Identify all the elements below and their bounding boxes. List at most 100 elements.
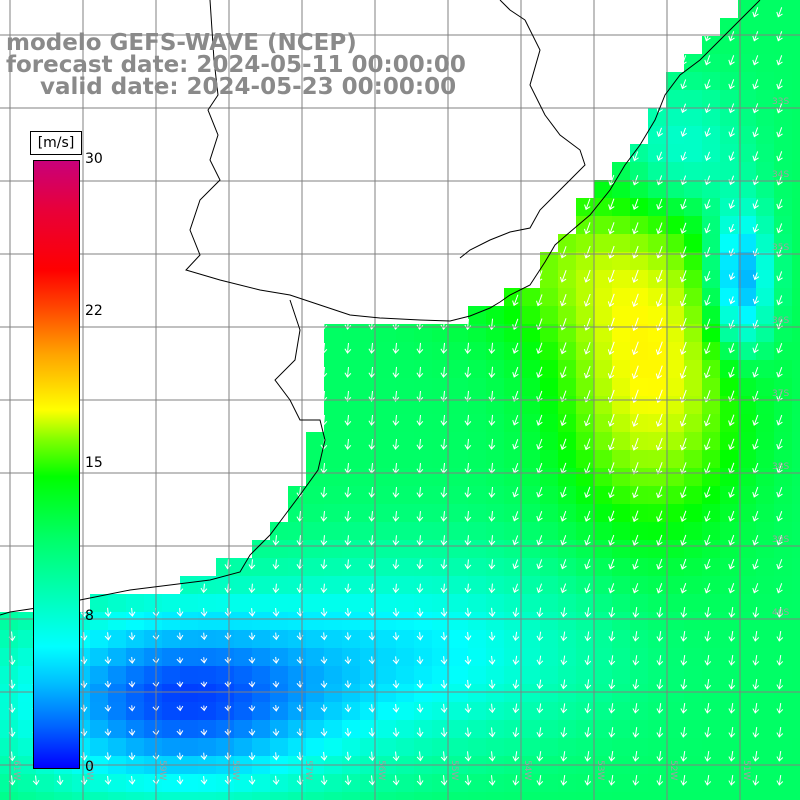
wind-speed-cell: [576, 522, 595, 541]
wind-speed-cell: [702, 180, 721, 199]
wind-arrow: [392, 632, 400, 641]
wind-speed-cell: [648, 684, 667, 703]
wind-speed-cell: [540, 342, 559, 361]
wind-arrow: [488, 655, 496, 665]
wind-speed-cell: [522, 324, 541, 343]
wind-arrow: [607, 293, 615, 307]
wind-arrow: [416, 656, 424, 665]
wind-speed-cell: [306, 630, 325, 649]
wind-speed-cell: [792, 648, 800, 667]
wind-speed-cell: [774, 576, 793, 595]
wind-speed-cell: [738, 792, 757, 800]
wind-arrow: [368, 583, 376, 594]
wind-speed-cell: [576, 252, 595, 271]
wind-speed-cell: [378, 342, 397, 361]
wind-speed-cell: [738, 504, 757, 523]
wind-speed-cell: [774, 36, 793, 55]
wind-speed-cell: [594, 360, 613, 379]
wind-arrow: [488, 342, 496, 355]
wind-speed-cell: [702, 342, 721, 361]
wind-arrow: [679, 365, 687, 379]
wind-speed-cell: [666, 108, 685, 127]
wind-arrow: [200, 705, 208, 712]
wind-arrow: [128, 728, 136, 736]
wind-speed-cell: [126, 648, 145, 667]
wind-arrow: [680, 127, 687, 137]
wind-speed-cell: [450, 576, 469, 595]
wind-arrow: [200, 752, 208, 761]
wind-speed-cell: [612, 468, 631, 487]
wind-speed-cell: [0, 630, 19, 649]
wind-speed-cell: [630, 414, 649, 433]
colorbar-tick-0: 0: [85, 759, 94, 775]
wind-arrow: [176, 752, 184, 761]
wind-speed-cell: [414, 468, 433, 487]
wind-speed-cell: [720, 396, 739, 415]
wind-speed-cell: [774, 198, 793, 217]
wind-arrow: [272, 705, 280, 712]
wind-arrow: [560, 510, 567, 522]
wind-speed-cell: [774, 342, 793, 361]
wind-speed-cell: [648, 522, 667, 541]
wind-arrow: [464, 727, 472, 738]
wind-arrow: [728, 223, 736, 233]
wind-speed-cell: [270, 648, 289, 667]
wind-arrow: [584, 222, 591, 235]
wind-arrow: [536, 390, 543, 402]
wind-speed-cell: [378, 522, 397, 541]
wind-speed-cell: [432, 738, 451, 757]
wind-speed-cell: [612, 702, 631, 721]
wind-speed-cell: [360, 648, 379, 667]
wind-arrow: [176, 705, 184, 712]
wind-arrow: [128, 752, 136, 761]
wind-arrow: [728, 127, 735, 138]
wind-arrow: [608, 558, 615, 570]
wind-arrow: [632, 534, 639, 546]
wind-speed-cell: [396, 684, 415, 703]
wind-speed-cell: [774, 738, 793, 757]
wind-arrow: [344, 704, 352, 713]
wind-speed-cell: [486, 612, 505, 631]
wind-speed-cell: [774, 522, 793, 541]
wind-speed-cell: [558, 792, 577, 800]
wind-speed-cell: [90, 684, 109, 703]
wind-speed-cell: [702, 774, 721, 793]
wind-arrow: [752, 55, 759, 66]
wind-arrow: [320, 608, 328, 617]
wind-speed-cell: [684, 540, 703, 559]
wind-speed-cell: [288, 594, 307, 613]
wind-speed-cell: [576, 306, 595, 325]
wind-arrow: [680, 510, 687, 523]
wind-speed-cell: [234, 666, 253, 685]
wind-arrow: [584, 727, 592, 738]
wind-speed-cell: [414, 738, 433, 757]
wind-speed-cell: [252, 612, 271, 631]
wind-arrow: [320, 751, 328, 761]
wind-speed-cell: [342, 324, 361, 343]
wind-arrow: [608, 583, 615, 594]
wind-speed-cell: [522, 612, 541, 631]
wind-arrow: [656, 127, 663, 137]
wind-speed-cell: [720, 738, 739, 757]
wind-arrow: [680, 583, 687, 594]
wind-speed-cell: [702, 792, 721, 800]
wind-speed-cell: [612, 558, 631, 577]
wind-speed-cell: [144, 702, 163, 721]
wind-arrow: [368, 535, 376, 546]
wind-arrow: [464, 366, 472, 378]
wind-arrow: [679, 270, 687, 283]
wind-arrow: [752, 774, 760, 786]
wind-speed-cell: [738, 486, 757, 505]
wind-speed-cell: [252, 666, 271, 685]
wind-speed-cell: [666, 90, 685, 109]
wind-speed-cell: [738, 18, 757, 37]
wind-speed-cell: [576, 216, 595, 235]
wind-arrow: [728, 534, 735, 546]
wind-speed-cell: [792, 486, 800, 505]
wind-speed-cell: [792, 144, 800, 163]
wind-arrow: [176, 681, 184, 688]
wind-speed-cell: [594, 630, 613, 649]
wind-arrow: [320, 511, 328, 522]
wind-speed-cell: [468, 504, 487, 523]
wind-arrow: [632, 774, 640, 786]
